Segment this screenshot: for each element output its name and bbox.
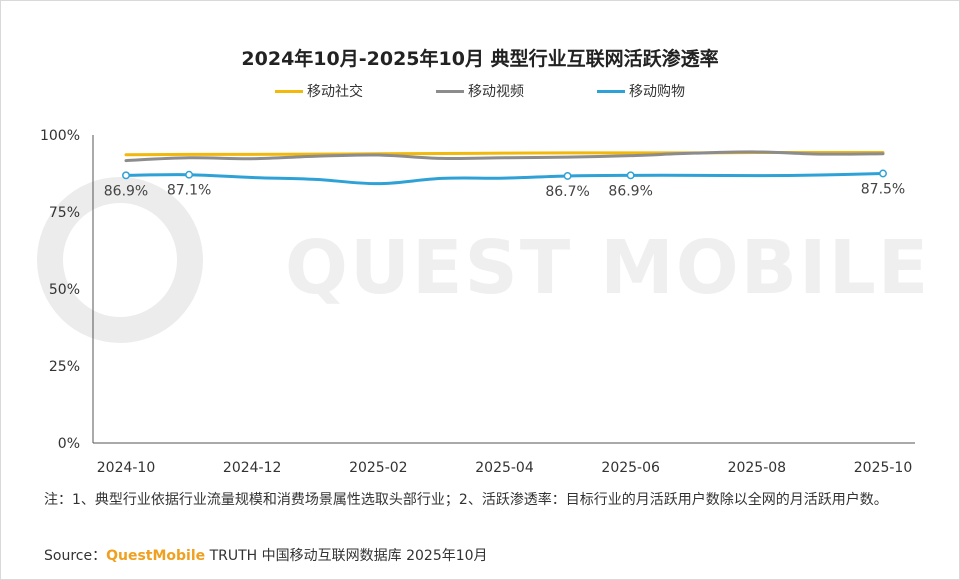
source-rest: TRUTH 中国移动互联网数据库 2025年10月 — [205, 548, 488, 564]
data-label: 86.7% — [545, 184, 589, 200]
data-label: 87.5% — [861, 182, 905, 198]
footnote: 注：1、典型行业依据行业流量规模和消费场景属性选取头部行业；2、活跃渗透率：目标… — [44, 492, 888, 508]
watermark-logo-ring — [37, 177, 203, 343]
chart-data-labels: 86.9% 87.1% 86.7% 86.9% 87.5% — [104, 169, 905, 200]
data-point-marker — [879, 169, 887, 178]
legend-item-video: 移动视频 — [436, 80, 524, 102]
data-label: 86.9% — [608, 183, 652, 199]
x-tick-label: 2025-10 — [854, 460, 913, 476]
legend-item-social: 移动社交 — [275, 80, 363, 102]
y-tick-label: 100% — [40, 128, 80, 144]
data-point-marker — [626, 171, 635, 180]
y-tick-label: 50% — [49, 282, 80, 298]
x-tick-label: 2025-06 — [601, 460, 660, 476]
data-point-marker — [185, 170, 194, 179]
watermark-text: QUEST MOBILE — [285, 225, 930, 311]
x-tick-label: 2024-10 — [97, 460, 156, 476]
chart-legend: 移动社交 移动视频 移动购物 — [0, 80, 960, 102]
legend-swatch-social — [275, 89, 303, 93]
legend-label-social: 移动社交 — [307, 84, 363, 100]
source-brand: QuestMobile — [106, 548, 206, 564]
series-line-shopping — [124, 172, 885, 186]
x-tick-label: 2024-12 — [223, 460, 282, 476]
x-tick-label: 2025-04 — [475, 460, 534, 476]
x-tick-label: 2025-02 — [349, 460, 408, 476]
legend-label-shopping: 移动购物 — [629, 84, 685, 100]
data-point-marker — [563, 172, 572, 180]
legend-item-shopping: 移动购物 — [597, 80, 685, 102]
chart-title: 2024年10月-2025年10月 典型行业互联网活跃渗透率 — [241, 48, 719, 70]
legend-swatch-shopping — [597, 89, 625, 93]
y-tick-label: 75% — [49, 205, 80, 221]
data-label: 86.9% — [104, 183, 148, 199]
source-line: Source：QuestMobile TRUTH 中国移动互联网数据库 2025… — [44, 545, 488, 565]
chart-series — [124, 150, 885, 186]
y-tick-label: 25% — [49, 359, 80, 375]
source-prefix: Source： — [44, 548, 107, 564]
legend-swatch-video — [436, 89, 464, 93]
data-label: 87.1% — [167, 183, 211, 199]
chart-axes: 0% 25% 50% 75% 100% 2024-10 2024-12 2025-02 2025… — [40, 128, 915, 476]
y-tick-label: 0% — [58, 436, 80, 452]
watermark: QUEST MOBILE — [37, 177, 930, 343]
x-tick-label: 2025-08 — [728, 460, 787, 476]
series-line-video — [124, 150, 885, 163]
legend-label-video: 移动视频 — [468, 84, 524, 100]
data-point-marker — [122, 171, 130, 180]
